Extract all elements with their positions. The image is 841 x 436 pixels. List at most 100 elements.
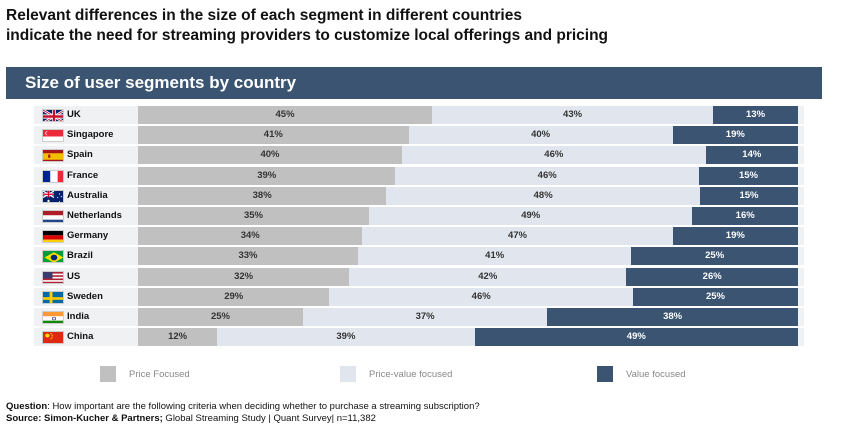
netherlands-flag-icon xyxy=(42,210,64,223)
data-label: 49% xyxy=(521,210,541,221)
bar-row: Spain 40% 46% 14% xyxy=(34,146,804,165)
bar-segment-price-value: 46% xyxy=(395,166,699,185)
headline: Relevant differences in the size of each… xyxy=(6,6,826,46)
source-text: Global Streaming Study | Quant Survey| n… xyxy=(162,412,376,424)
bar-segment-price: 29% xyxy=(138,287,330,306)
bar-segment-price-value: 40% xyxy=(408,126,673,145)
legend-swatch-price xyxy=(100,366,116,382)
country-label: Brazil xyxy=(67,250,93,262)
data-label: 19% xyxy=(725,230,745,242)
bar-segment-price-value: 46% xyxy=(329,287,633,306)
us-flag-icon xyxy=(42,270,64,284)
question-label: Question xyxy=(6,401,48,412)
bar-segment-price-value: 41% xyxy=(358,247,632,266)
country-label: US xyxy=(67,270,81,282)
country-label: Singapore xyxy=(67,129,114,141)
data-label: 41% xyxy=(485,250,505,262)
uk-flag-icon xyxy=(42,109,64,122)
legend-label-price-value: Price-value focused xyxy=(369,369,453,380)
bar-segment-price-value: 42% xyxy=(349,267,627,286)
bar-segment-price-value: 47% xyxy=(362,227,673,246)
data-label: 46% xyxy=(544,149,564,161)
country-label: Germany xyxy=(67,230,109,242)
bar-segment-price: 32% xyxy=(138,267,350,286)
bar-segment-price-value: 48% xyxy=(386,186,700,205)
data-label: 16% xyxy=(735,210,755,221)
bar-row: Australia 38% 48% 15% xyxy=(34,186,804,205)
bar-row: France 39% 46% 15% xyxy=(34,166,804,185)
data-label: 25% xyxy=(705,290,725,302)
bar-segment-price: 41% xyxy=(138,126,409,145)
france-flag-icon xyxy=(42,169,64,183)
bar-row: India 25% 37% 38% xyxy=(34,308,804,326)
data-label: 40% xyxy=(531,129,551,141)
bar-row: US 32% 42% 26% xyxy=(34,267,804,286)
bar-segment-price: 33% xyxy=(138,247,358,266)
bar-segment-value: 13% xyxy=(713,106,798,124)
data-label: 42% xyxy=(478,270,498,282)
bar-segment-value: 16% xyxy=(692,207,798,225)
legend-label-value: Value focused xyxy=(626,369,686,380)
data-label: 25% xyxy=(210,311,230,322)
bar-segment-price: 34% xyxy=(138,227,363,246)
country-label: Netherlands xyxy=(67,210,122,221)
bar-segment-value: 49% xyxy=(474,328,798,347)
sweden-flag-icon xyxy=(42,290,64,304)
bar-segment-value: 25% xyxy=(631,247,798,266)
data-label: 15% xyxy=(739,189,759,201)
bar-row: Germany 34% 47% 19% xyxy=(34,227,804,246)
bar-segment-price: 39% xyxy=(138,166,396,185)
bar-segment-value: 19% xyxy=(672,227,798,246)
country-label: China xyxy=(67,331,94,343)
china-flag-icon xyxy=(42,331,64,345)
bar-segment-price-value: 46% xyxy=(402,146,706,165)
bar-segment-price: 12% xyxy=(138,328,218,347)
bar-segment-value: 14% xyxy=(705,146,798,165)
bar-row: Singapore 41% 40% 19% xyxy=(34,126,804,145)
data-label: 15% xyxy=(738,169,758,181)
data-label: 29% xyxy=(224,290,244,302)
bar-segment-price-value: 43% xyxy=(432,106,714,124)
legend-swatch-price-value xyxy=(340,366,356,382)
bar-row: China 12% 39% 49% xyxy=(34,328,804,347)
bar-row: Netherlands 35% 49% 16% xyxy=(34,207,804,225)
headline-line-2: indicate the need for streaming provider… xyxy=(6,27,609,44)
chart-title-banner: Size of user segments by country xyxy=(6,67,822,99)
bar-row: Brazil 33% 41% 25% xyxy=(34,247,804,266)
bar-segment-price: 38% xyxy=(138,186,387,205)
bar-segment-price: 35% xyxy=(138,207,369,225)
data-label: 43% xyxy=(563,109,583,120)
data-label: 14% xyxy=(742,149,762,161)
data-label: 38% xyxy=(252,189,272,201)
data-label: 13% xyxy=(746,109,766,120)
data-label: 34% xyxy=(240,230,260,242)
legend-label-price: Price Focused xyxy=(129,369,190,380)
india-flag-icon xyxy=(42,311,64,324)
source-label: Source: Simon-Kucher & Partners; xyxy=(6,412,163,424)
bar-row: Sweden 29% 46% 25% xyxy=(34,287,804,306)
bar-row: UK 45% 43% 13% xyxy=(34,106,804,124)
bar-segment-value: 15% xyxy=(699,166,798,185)
source-note: Source: Simon-Kucher & Partners; Global … xyxy=(6,413,480,425)
data-label: 12% xyxy=(168,331,188,343)
australia-flag-icon xyxy=(42,189,64,203)
data-label: 26% xyxy=(702,270,722,282)
footnote: Question: How important are the followin… xyxy=(6,401,480,424)
country-label: Spain xyxy=(67,149,93,161)
spain-flag-icon xyxy=(42,149,64,163)
data-label: 38% xyxy=(663,311,683,322)
data-label: 46% xyxy=(471,290,491,302)
country-label: India xyxy=(67,311,90,322)
data-label: 45% xyxy=(275,109,295,120)
data-label: 46% xyxy=(537,169,557,181)
country-label: France xyxy=(67,169,99,181)
bar-segment-price: 25% xyxy=(138,308,303,326)
data-label: 39% xyxy=(336,331,356,343)
country-label: UK xyxy=(67,109,81,120)
data-label: 49% xyxy=(626,331,646,343)
stacked-bar-chart: UK 45% 43% 13% Singapore 41% 40% 19% Spain 40% 46%… xyxy=(34,106,804,350)
bar-segment-price-value: 37% xyxy=(303,308,548,326)
bar-segment-price: 40% xyxy=(138,146,402,165)
chart-title: Size of user segments by country xyxy=(25,73,297,92)
country-label: Australia xyxy=(67,189,108,201)
